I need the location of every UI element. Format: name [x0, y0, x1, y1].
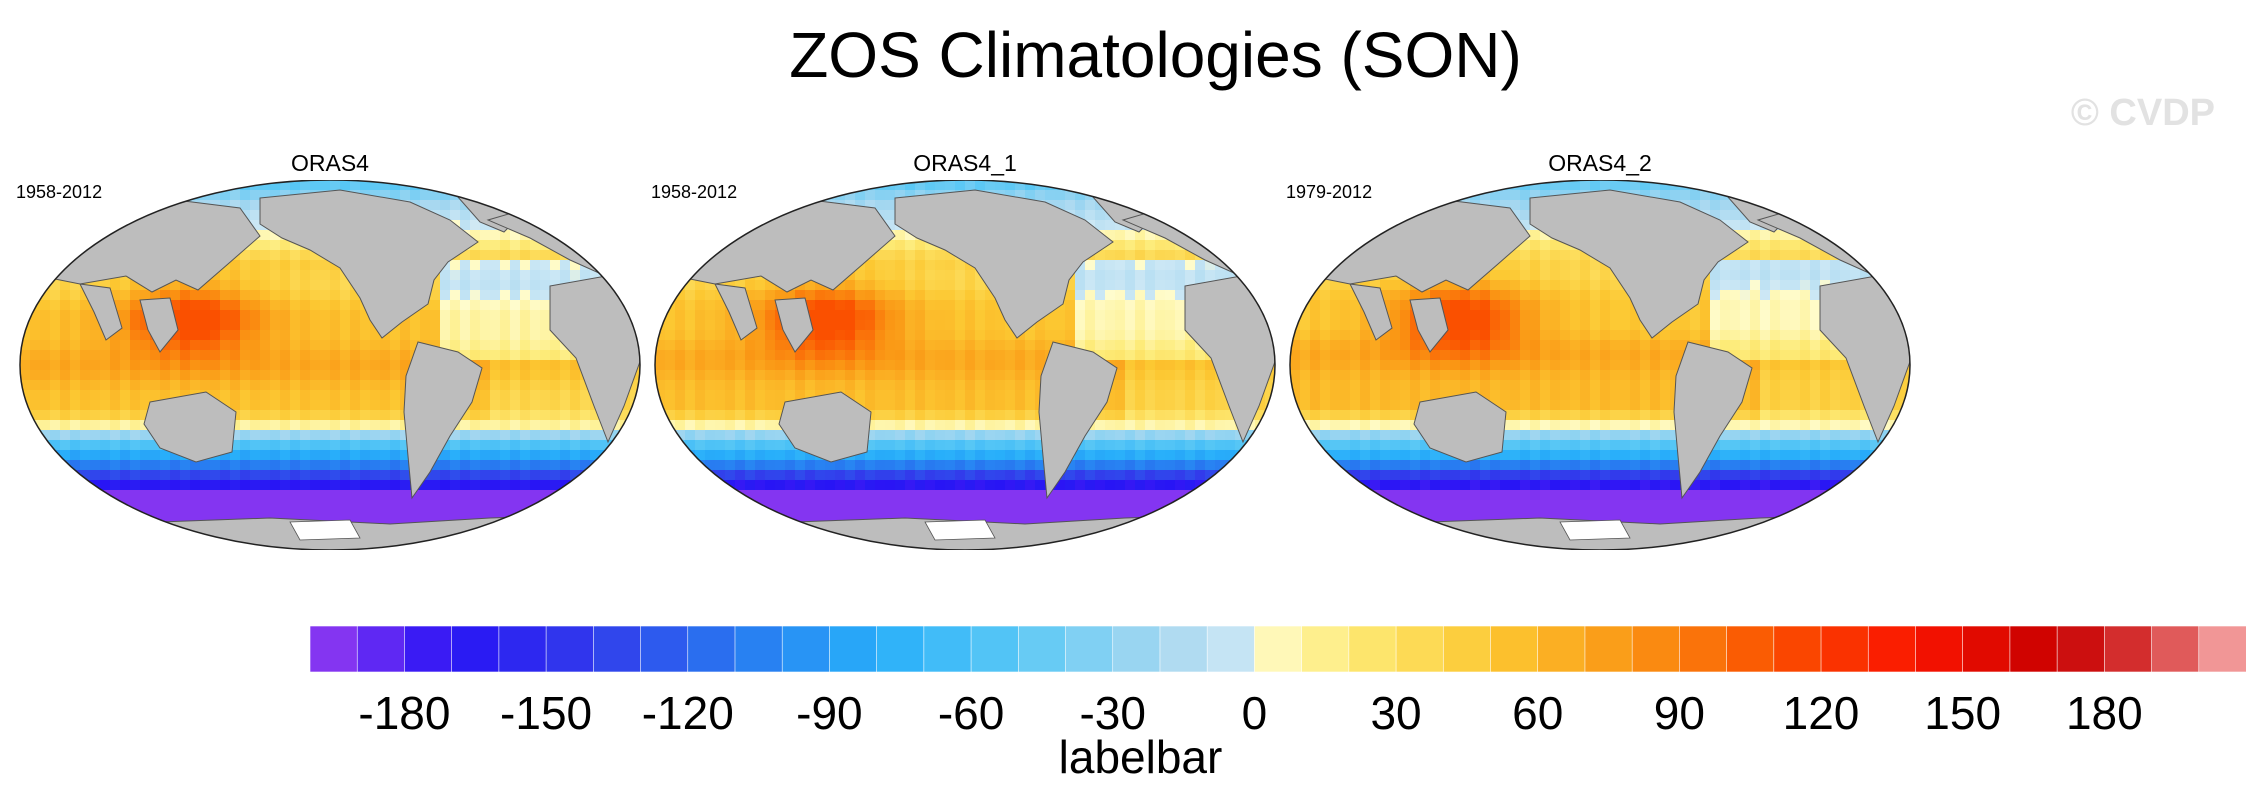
colorbar-box [1867, 626, 1917, 672]
colorbar-box [1206, 626, 1256, 672]
land-mass [1529, 189, 1749, 339]
colorbar-box [2056, 626, 2106, 672]
colorbar-box [545, 626, 595, 672]
colorbar-title: labelbar [1058, 731, 1223, 783]
panel-period: 1958-2012 [651, 182, 738, 202]
ocean-field [20, 180, 640, 550]
colorbar-box [1159, 626, 1208, 672]
land-mass [143, 391, 237, 463]
land-mass [1673, 341, 1753, 500]
world-map [19, 180, 641, 550]
ice-shelf [924, 519, 996, 541]
map-border [19, 180, 641, 550]
colorbar-box [876, 626, 925, 672]
ice-shelf [539, 515, 591, 531]
colorbar-box [1537, 626, 1586, 672]
map-border [654, 180, 1276, 550]
colorbar-box [310, 626, 359, 672]
colorbar-box [1773, 626, 1822, 672]
colorbar-tick-label: -150 [500, 687, 593, 739]
world-map [654, 180, 1276, 550]
map-panel-1: ORAS4 1958-2012 [10, 150, 650, 570]
colorbar-box [356, 626, 406, 672]
colorbar-tick-label: 90 [1653, 687, 1705, 739]
colorbar-box [1254, 626, 1303, 672]
colorbar [310, 626, 2246, 672]
panel-period: 1958-2012 [16, 182, 103, 202]
colorbar-box [1395, 626, 1445, 672]
colorbar-box [923, 626, 972, 672]
land-mass [403, 341, 483, 500]
colorbar-tick-label: 150 [1924, 687, 2002, 739]
colorbar-box [2198, 626, 2246, 672]
ice-shelf [289, 519, 361, 541]
colorbar-box [640, 626, 689, 672]
colorbar-box [2009, 626, 2058, 672]
colorbar-box [734, 626, 784, 672]
land-mass [259, 189, 479, 339]
colorbar-tick-label: -60 [937, 687, 1005, 739]
ice-shelf [1809, 515, 1861, 531]
ice-shelf [1559, 519, 1631, 541]
figure-title: ZOS Climatologies (SON) [789, 19, 1522, 91]
colorbar-box [1679, 626, 1728, 672]
colorbar-box [1820, 626, 1870, 672]
cvdp-watermark: © CVDP [2070, 92, 2215, 134]
colorbar-box [1348, 626, 1397, 672]
colorbar-box [1915, 626, 1964, 672]
colorbar-box [687, 626, 736, 672]
colorbar-box [1490, 626, 1539, 672]
colorbar-tick-label: -180 [358, 687, 451, 739]
colorbar-box [1301, 626, 1350, 672]
colorbar-tick-label: 60 [1512, 687, 1564, 739]
map-panel-3: ORAS4_2 1979-2012 [1280, 150, 1920, 570]
panel-period: 1979-2012 [1286, 182, 1373, 202]
colorbar-box [2104, 626, 2153, 672]
colorbar-tick-label: 0 [1241, 687, 1268, 739]
colorbar-box [781, 626, 831, 672]
colorbar-tick-label: -90 [796, 687, 863, 739]
land-mass [894, 189, 1114, 339]
land-mass [778, 391, 872, 463]
colorbar-box [1726, 626, 1775, 672]
colorbar-box [1442, 626, 1492, 672]
colorbar-box [404, 626, 453, 672]
ice-shelf [1174, 515, 1226, 531]
colorbar-tick-label: 120 [1782, 687, 1860, 739]
panel-title: ORAS4_1 [913, 150, 1017, 176]
land-mass [79, 283, 179, 353]
colorbar-box [1631, 626, 1681, 672]
colorbar-box [2151, 626, 2200, 672]
colorbar-box [1112, 626, 1161, 672]
colorbar-box [451, 626, 500, 672]
colorbar-box [593, 626, 642, 672]
colorbar-box [1017, 626, 1067, 672]
land-mass [1349, 283, 1449, 353]
world-map [1289, 180, 1911, 550]
colorbar-box [1962, 626, 2011, 672]
colorbar-box [970, 626, 1020, 672]
colorbar-box [829, 626, 878, 672]
colorbar-tick-label: 30 [1370, 687, 1422, 739]
land-mass [714, 283, 814, 353]
colorbar-box [498, 626, 547, 672]
map-border [1289, 180, 1911, 550]
colorbar-box [1584, 626, 1633, 672]
ocean-field [655, 180, 1275, 550]
colorbar-box [1065, 626, 1114, 672]
land-mass [1413, 391, 1507, 463]
map-panel-2: ORAS4_1 1958-2012 [645, 150, 1285, 570]
colorbar-tick-label: 180 [2065, 687, 2143, 739]
colorbar-tick-label: -30 [1079, 687, 1146, 739]
colorbar-tick-label: -120 [641, 687, 734, 739]
ocean-field [1290, 180, 1910, 550]
panel-title: ORAS4_2 [1548, 150, 1652, 176]
land-mass [1038, 341, 1118, 500]
panel-title: ORAS4 [291, 150, 369, 176]
